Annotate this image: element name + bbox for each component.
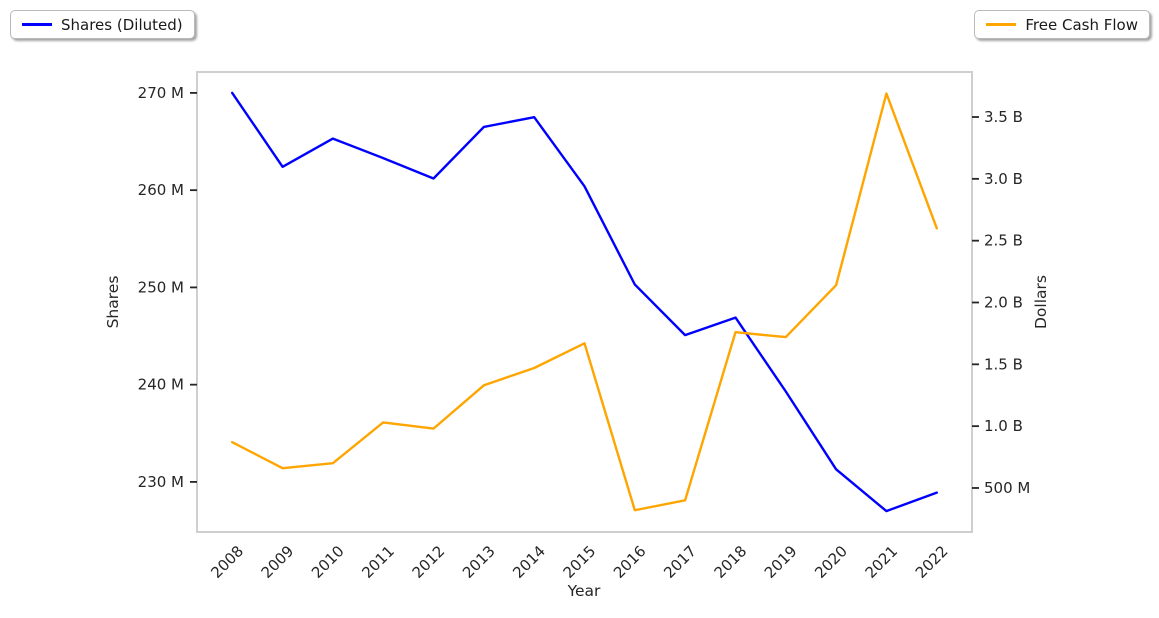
left-axis-tick-label: 270 M (138, 84, 184, 102)
x-axis-tick-label: 2012 (409, 542, 449, 582)
legend-label-shares: Shares (Diluted) (61, 15, 183, 34)
legend-shares-diluted[interactable]: Shares (Diluted) (10, 10, 195, 39)
x-axis-tick-label: 2010 (308, 542, 348, 582)
x-axis-tick-label: 2019 (761, 542, 801, 582)
right-axis-tick-label: 2.0 B (984, 293, 1023, 311)
x-axis-tick-label: 2016 (610, 542, 650, 582)
x-axis-tick-label: 2008 (207, 542, 247, 582)
x-axis-tick-label: 2013 (459, 542, 499, 582)
x-axis-tick-label: 2022 (912, 542, 952, 582)
x-axis-tick-label: 2018 (711, 542, 751, 582)
left-axis-tick-label: 250 M (138, 278, 184, 296)
right-axis-tick-label: 500 M (984, 479, 1030, 497)
x-axis-tick-label: 2021 (862, 542, 902, 582)
legend-label-fcf: Free Cash Flow (1025, 15, 1138, 34)
right-axis-title: Dollars (1032, 275, 1050, 329)
legend-line-swatch-shares (22, 23, 52, 26)
right-axis-tick-label: 3.5 B (984, 108, 1023, 126)
plot-border (196, 71, 973, 533)
x-axis-tick-label: 2011 (358, 542, 398, 582)
right-axis-tick-label: 2.5 B (984, 232, 1023, 250)
right-axis-tick-label: 1.0 B (984, 417, 1023, 435)
legend-line-swatch-fcf (986, 23, 1017, 26)
x-axis-tick-label: 2014 (509, 542, 549, 582)
left-axis-tick-label: 240 M (138, 376, 184, 394)
left-axis-title: Shares (104, 276, 122, 329)
x-axis-tick-label: 2020 (811, 542, 851, 582)
series-line-fcf (230, 92, 938, 512)
right-axis-tick-label: 1.5 B (984, 355, 1023, 373)
right-axis-tick-label: 3.0 B (984, 170, 1023, 188)
legend-free-cash-flow[interactable]: Free Cash Flow (974, 10, 1150, 39)
x-axis-title: Year (567, 582, 601, 600)
x-axis-tick-label: 2017 (660, 542, 700, 582)
x-axis-tick-label: 2015 (560, 542, 600, 582)
series-line-shares (230, 91, 938, 513)
x-axis-tick-label: 2009 (258, 542, 298, 582)
left-axis-tick-label: 260 M (138, 181, 184, 199)
left-axis-tick-label: 230 M (138, 473, 184, 491)
